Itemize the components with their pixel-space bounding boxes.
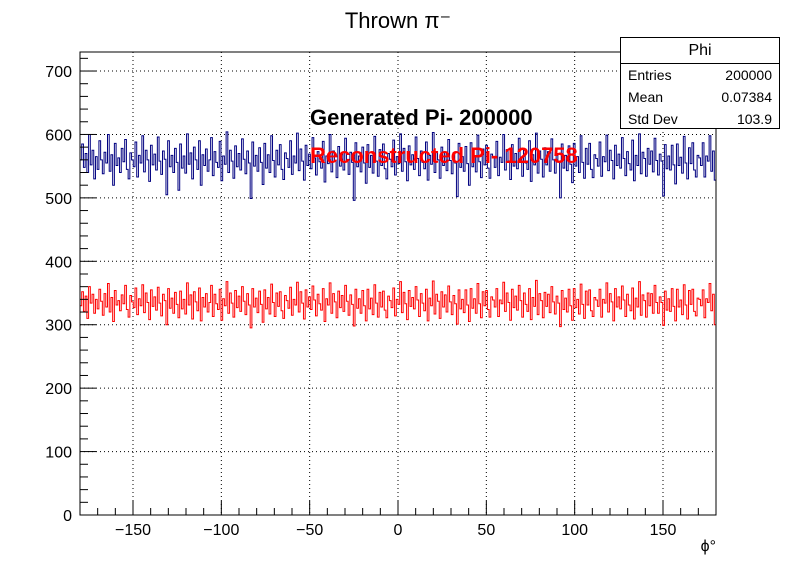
stats-label: Entries bbox=[628, 67, 672, 83]
y-tick-label: 100 bbox=[45, 445, 72, 462]
x-tick-label: 50 bbox=[477, 522, 495, 539]
stats-label: Mean bbox=[628, 89, 664, 105]
y-tick-label: 200 bbox=[45, 381, 72, 398]
y-tick-label: 500 bbox=[45, 191, 72, 208]
y-tick-label: 0 bbox=[63, 508, 72, 525]
axis-ticks: −150 −100 −50 0 50 100 150 0 100 200 300 400 500 600 7… bbox=[45, 57, 717, 539]
stats-value: 200000 bbox=[725, 67, 772, 83]
x-tick-label: −100 bbox=[203, 522, 239, 539]
generated-histogram bbox=[80, 131, 716, 201]
annotation-reconstructed: Reconstructed Pi- 120758 bbox=[310, 143, 578, 168]
y-tick-label: 300 bbox=[45, 318, 72, 335]
x-tick-label: −50 bbox=[296, 522, 323, 539]
x-tick-label: 0 bbox=[394, 522, 403, 539]
x-axis-label: ϕ° bbox=[701, 538, 716, 555]
stats-box: Phi Entries 200000 Mean 0.07384 Std Dev … bbox=[620, 37, 780, 129]
x-tick-label: 100 bbox=[561, 522, 588, 539]
stats-value: 103.9 bbox=[736, 111, 772, 127]
y-tick-label: 700 bbox=[45, 64, 72, 81]
x-tick-label: 150 bbox=[650, 522, 677, 539]
y-tick-label: 600 bbox=[45, 127, 72, 144]
stats-label: Std Dev bbox=[628, 111, 678, 127]
histogram-series bbox=[80, 131, 716, 329]
stats-value: 0.07384 bbox=[721, 89, 772, 105]
stats-row-stddev: Std Dev 103.9 bbox=[621, 108, 779, 130]
chart-title: Thrown π⁻ bbox=[345, 8, 451, 33]
stats-row-entries: Entries 200000 bbox=[621, 64, 779, 86]
reconstructed-histogram bbox=[80, 279, 716, 329]
annotation-generated: Generated Pi- 200000 bbox=[310, 105, 533, 130]
y-tick-label: 400 bbox=[45, 254, 72, 271]
stats-title: Phi bbox=[621, 38, 779, 64]
x-tick-label: −150 bbox=[115, 522, 151, 539]
stats-row-mean: Mean 0.07384 bbox=[621, 86, 779, 108]
